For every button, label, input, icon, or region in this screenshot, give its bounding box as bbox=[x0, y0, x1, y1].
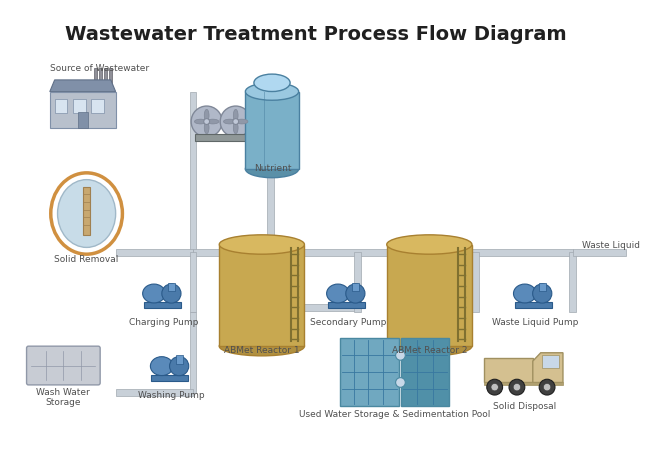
Ellipse shape bbox=[233, 122, 238, 134]
Circle shape bbox=[396, 351, 406, 360]
Circle shape bbox=[543, 383, 551, 391]
Text: Secondary Pump: Secondary Pump bbox=[310, 318, 386, 327]
Ellipse shape bbox=[142, 284, 165, 303]
Ellipse shape bbox=[246, 83, 298, 100]
Bar bbox=[50, 92, 116, 128]
Circle shape bbox=[491, 383, 499, 391]
Bar bbox=[78, 112, 88, 128]
Bar bbox=[109, 68, 112, 86]
Ellipse shape bbox=[246, 160, 298, 178]
Ellipse shape bbox=[236, 119, 248, 124]
Text: Used Water Storage & Sedimentation Pool: Used Water Storage & Sedimentation Pool bbox=[299, 410, 490, 419]
Text: Washing Pump: Washing Pump bbox=[138, 391, 205, 400]
Bar bbox=[401, 338, 448, 406]
Circle shape bbox=[396, 378, 406, 387]
Ellipse shape bbox=[194, 119, 207, 124]
Ellipse shape bbox=[219, 235, 304, 254]
Bar bbox=[304, 304, 358, 311]
Circle shape bbox=[220, 106, 251, 137]
Bar bbox=[195, 134, 248, 141]
Bar bbox=[345, 290, 355, 296]
Bar bbox=[354, 252, 361, 312]
Text: ABMet Reactor 1: ABMet Reactor 1 bbox=[224, 346, 300, 355]
Ellipse shape bbox=[233, 109, 238, 122]
Bar bbox=[328, 302, 365, 308]
Bar bbox=[484, 358, 533, 382]
Bar bbox=[484, 381, 563, 385]
Bar bbox=[569, 252, 576, 312]
Ellipse shape bbox=[207, 119, 219, 124]
Ellipse shape bbox=[326, 284, 349, 303]
Bar bbox=[190, 252, 196, 312]
Circle shape bbox=[532, 284, 552, 303]
Bar bbox=[83, 187, 90, 235]
Bar bbox=[246, 91, 298, 169]
Ellipse shape bbox=[254, 74, 290, 91]
Text: Wash Water
Storage: Wash Water Storage bbox=[36, 388, 90, 407]
Ellipse shape bbox=[58, 179, 116, 247]
Ellipse shape bbox=[219, 336, 304, 356]
Bar bbox=[219, 245, 304, 346]
Circle shape bbox=[233, 118, 239, 124]
Bar bbox=[144, 302, 181, 308]
Circle shape bbox=[170, 357, 188, 376]
Bar bbox=[340, 338, 399, 406]
Circle shape bbox=[540, 379, 555, 395]
Bar bbox=[94, 68, 98, 86]
Ellipse shape bbox=[387, 336, 472, 356]
Polygon shape bbox=[50, 80, 116, 92]
Bar bbox=[92, 99, 104, 112]
Bar bbox=[116, 249, 193, 256]
Text: Charging Pump: Charging Pump bbox=[129, 318, 199, 327]
FancyBboxPatch shape bbox=[27, 346, 100, 385]
Circle shape bbox=[203, 118, 209, 124]
Ellipse shape bbox=[150, 357, 173, 375]
Bar bbox=[190, 312, 196, 392]
Circle shape bbox=[162, 284, 181, 303]
Text: Solid Removal: Solid Removal bbox=[55, 255, 119, 264]
Circle shape bbox=[346, 284, 365, 303]
Ellipse shape bbox=[514, 284, 536, 303]
Bar bbox=[99, 68, 102, 86]
Bar bbox=[55, 99, 67, 112]
Bar bbox=[473, 252, 479, 312]
Text: Solid Disposal: Solid Disposal bbox=[493, 403, 556, 411]
Bar bbox=[190, 93, 196, 252]
Bar bbox=[539, 283, 546, 291]
Bar bbox=[573, 249, 626, 256]
Ellipse shape bbox=[387, 235, 472, 254]
Bar bbox=[116, 389, 193, 396]
Bar bbox=[532, 290, 542, 296]
Bar bbox=[267, 133, 274, 252]
Text: Wastewater Treatment Process Flow Diagram: Wastewater Treatment Process Flow Diagra… bbox=[65, 25, 567, 44]
Text: Nutrient: Nutrient bbox=[254, 164, 291, 173]
Text: Waste Liquid: Waste Liquid bbox=[582, 241, 640, 250]
Polygon shape bbox=[533, 353, 563, 382]
Ellipse shape bbox=[224, 119, 236, 124]
Text: Source of Wastewater: Source of Wastewater bbox=[50, 64, 149, 73]
Bar bbox=[387, 245, 472, 346]
Ellipse shape bbox=[204, 109, 209, 122]
Circle shape bbox=[509, 379, 525, 395]
Bar bbox=[193, 249, 573, 256]
Circle shape bbox=[191, 106, 222, 137]
Bar bbox=[169, 363, 179, 369]
Text: ABMet Reactor 2: ABMet Reactor 2 bbox=[391, 346, 467, 355]
Bar bbox=[176, 355, 183, 364]
Circle shape bbox=[514, 383, 521, 391]
Ellipse shape bbox=[204, 122, 209, 134]
Bar bbox=[151, 375, 188, 381]
Bar bbox=[168, 283, 175, 291]
Bar bbox=[161, 290, 171, 296]
Text: Waste Liquid Pump: Waste Liquid Pump bbox=[491, 318, 578, 327]
Bar bbox=[352, 283, 359, 291]
Bar bbox=[104, 68, 107, 86]
Bar bbox=[515, 302, 552, 308]
Bar bbox=[73, 99, 86, 112]
Circle shape bbox=[487, 379, 502, 395]
Bar bbox=[541, 355, 559, 368]
